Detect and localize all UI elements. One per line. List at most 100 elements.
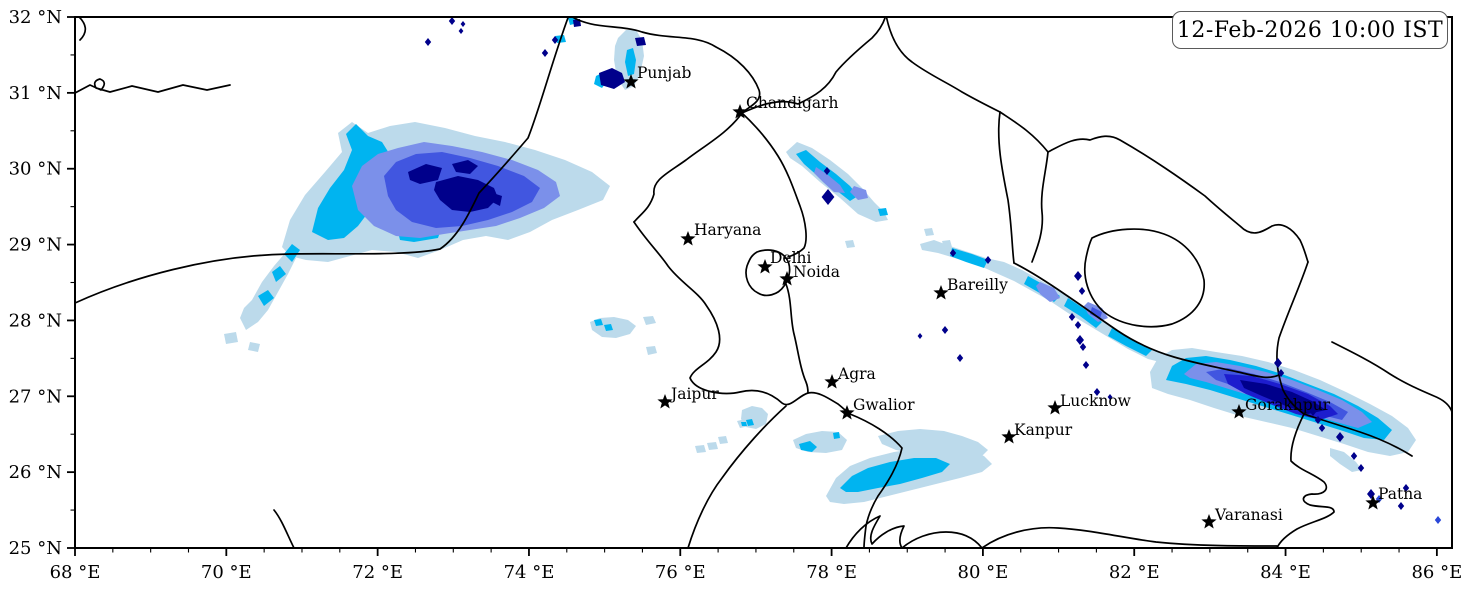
y-tick-label: 25 °N (9, 538, 62, 559)
boundary-line (849, 413, 903, 548)
precip-blob-level-1 (799, 441, 817, 452)
precip-blob-level-1 (284, 244, 300, 262)
boundary-line (885, 17, 1001, 113)
precip-point-marker (1093, 388, 1101, 396)
precip-blob-level-0 (920, 240, 1170, 364)
city-label: Agra (837, 365, 876, 383)
axis-ticks: 68 °E 70 °E 72 °E 74 °E 76 °E 78 °E 80 °E 82 °E… (9, 7, 1463, 583)
city-gorakhpur: Gorakhpur (1231, 396, 1331, 419)
precip-point-marker (823, 167, 831, 175)
precip-point-marker (1350, 452, 1358, 460)
city-jaipur: Jaipur (657, 385, 719, 409)
precip-blob-level-0 (924, 228, 934, 236)
precip-point-marker (551, 36, 559, 44)
boundary-line (1276, 261, 1309, 415)
city-star-icon (657, 394, 673, 409)
precip-blob-level-1 (604, 324, 613, 331)
precip-point-marker (821, 189, 835, 205)
city-star-icon (1365, 495, 1381, 510)
precip-point-marker (1079, 343, 1087, 351)
city-label: Varanasi (1214, 506, 1283, 524)
boundary-line (901, 531, 983, 548)
boundary-line (570, 17, 761, 114)
y-tick-label: 30 °N (9, 159, 62, 180)
x-tick-label: 74 °E (504, 562, 555, 583)
precip-blob-level-1 (878, 208, 888, 216)
city-agra: Agra (824, 365, 876, 389)
x-tick-label: 70 °E (201, 562, 252, 583)
precip-blob-level-1 (1108, 328, 1152, 356)
boundary-line (845, 515, 905, 548)
city-label: Gorakhpur (1245, 396, 1331, 414)
city-punjab: Punjab (623, 64, 691, 89)
precip-point-marker (1402, 484, 1410, 492)
precip-point-marker (984, 256, 992, 264)
precip-blob-level-2 (814, 167, 845, 193)
precip-point-marker (460, 21, 466, 27)
precip-point-marker (956, 354, 964, 362)
precip-point-marker (1274, 358, 1282, 368)
precip-blob-level-5 (1240, 380, 1326, 414)
precip-point-marker (1357, 464, 1365, 472)
city-varanasi: Varanasi (1201, 506, 1283, 529)
point-markers (424, 17, 1442, 524)
city-label: Kanpur (1014, 421, 1073, 439)
x-tick-label: 68 °E (50, 562, 101, 583)
boundary-line (741, 17, 887, 114)
city-patna: Patna (1365, 485, 1422, 510)
precip-blob-level-0 (248, 342, 260, 352)
precip-point-marker (949, 249, 957, 257)
precip-blob-level-1 (741, 422, 747, 426)
city-label: Delhi (770, 249, 812, 267)
city-star-icon (1231, 404, 1247, 419)
x-tick-label: 84 °E (1260, 562, 1311, 583)
city-lucknow: Lucknow (1047, 392, 1132, 415)
boundary-line (633, 112, 743, 223)
precip-point-marker (1397, 502, 1405, 510)
y-tick-label: 28 °N (9, 310, 62, 331)
boundary-lines (75, 17, 1452, 548)
city-label: Noida (793, 263, 840, 281)
city-noida: Noida (779, 263, 840, 286)
precip-blob-level-0 (643, 316, 656, 325)
precip-point-marker (448, 17, 456, 25)
precip-blob-level-0 (707, 442, 718, 450)
precip-blob-level-1 (272, 266, 286, 282)
precip-blob-level-1 (746, 419, 754, 426)
city-label: Haryana (694, 221, 761, 239)
precip-blob-level-0 (646, 346, 657, 355)
precip-blob-level-3 (1090, 307, 1102, 319)
y-tick-label: 31 °N (9, 83, 62, 104)
precip-point-marker (1078, 287, 1086, 295)
boundary-line (1276, 413, 1335, 548)
y-tick-label: 29 °N (9, 235, 62, 256)
precip-blob-level-0 (695, 445, 706, 453)
city-label: Gwalior (853, 396, 915, 414)
boundary-line (75, 17, 570, 304)
boundary-line (1013, 262, 1280, 379)
precip-point-marker (458, 28, 464, 34)
boundary-line (687, 405, 787, 548)
city-delhi: Delhi (757, 249, 812, 274)
city-star-icon (623, 74, 639, 89)
city-label: Bareilly (947, 276, 1008, 294)
precip-point-marker (424, 38, 432, 46)
city-star-icon (839, 405, 855, 420)
precip-blob-level-5 (434, 176, 498, 212)
city-star-icon (1001, 429, 1017, 444)
city-gwalior: Gwalior (839, 396, 915, 420)
boundary-line (999, 111, 1309, 263)
x-tick-label: 86 °E (1411, 562, 1462, 583)
precip-blob-level-1 (625, 48, 636, 76)
x-tick-label: 72 °E (352, 562, 403, 583)
precip-blob-level-5 (408, 164, 442, 184)
boundary-line (77, 17, 87, 41)
precip-blob-level-1 (312, 124, 392, 240)
precip-point-marker (1076, 335, 1084, 345)
precip-point-marker (1082, 361, 1090, 369)
precip-point-marker (1107, 394, 1113, 400)
precip-blob-level-1 (594, 319, 603, 326)
city-star-icon (680, 231, 696, 246)
